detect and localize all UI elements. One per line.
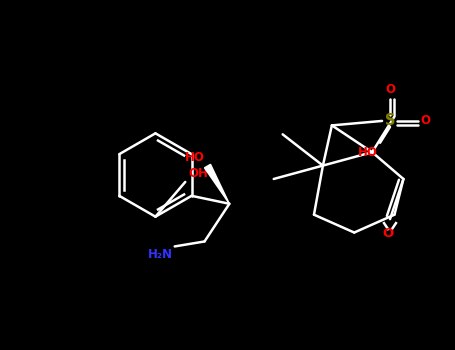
Text: HO: HO bbox=[358, 146, 378, 159]
Text: O: O bbox=[421, 114, 431, 127]
Text: O: O bbox=[385, 83, 395, 96]
Text: H₂N: H₂N bbox=[148, 248, 173, 261]
Text: OH: OH bbox=[188, 167, 208, 180]
Polygon shape bbox=[204, 164, 229, 204]
Text: S: S bbox=[385, 113, 395, 128]
Text: HO: HO bbox=[185, 151, 204, 164]
Text: O: O bbox=[382, 227, 394, 240]
